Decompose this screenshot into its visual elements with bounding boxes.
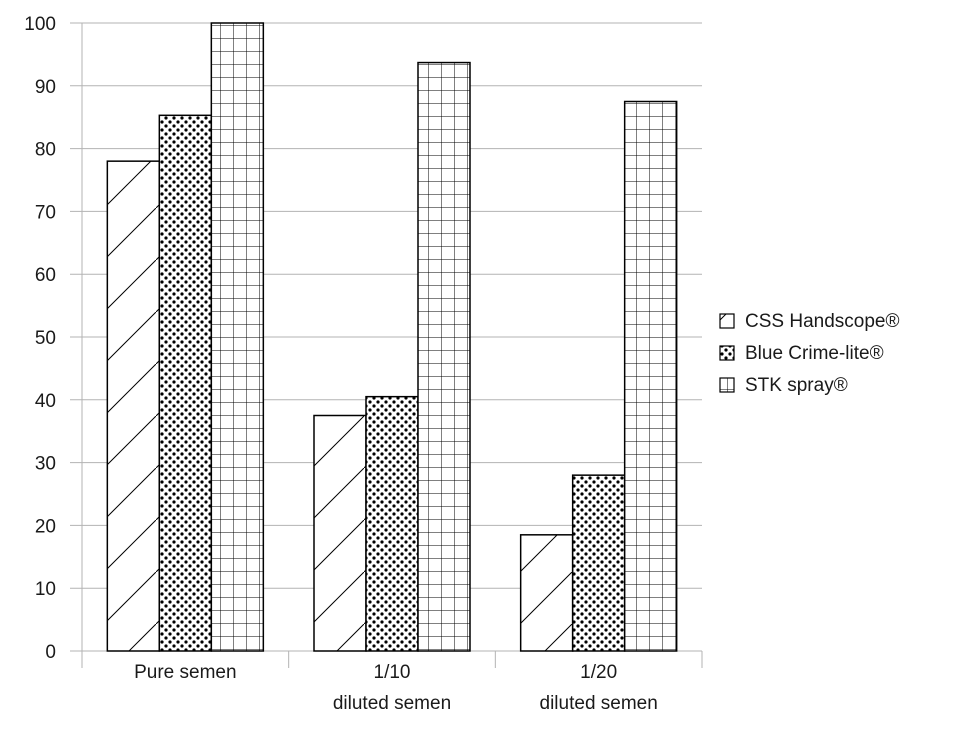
bars — [106, 22, 678, 652]
axis-labels: 0 10 20 30 40 50 60 70 80 90 100 Pure semen 1/10 dilu… — [24, 14, 658, 714]
y-tick-label: 10 — [35, 579, 56, 600]
bar-dots — [365, 395, 419, 652]
legend-swatch-dots — [719, 345, 735, 361]
y-tick-label: 100 — [24, 14, 56, 35]
y-tick-label: 90 — [35, 77, 56, 98]
y-tick-label: 60 — [35, 265, 56, 286]
y-tick-label: 70 — [35, 202, 56, 223]
x-category-label: 1/20 — [580, 662, 617, 683]
bar-dots — [571, 474, 626, 652]
legend-label: CSS Handscope® — [745, 311, 899, 332]
legend-label: STK spray® — [745, 375, 848, 396]
y-tick-label: 20 — [35, 516, 56, 537]
bar-dots — [158, 114, 213, 652]
legend-swatch-grid — [719, 377, 735, 393]
bar-diagonal-hatch — [106, 160, 161, 652]
legend: CSS Handscope® Blue Crime-lite® STK spray® — [719, 311, 899, 396]
x-category-label: Pure semen — [134, 662, 236, 683]
legend-label: Blue Crime-lite® — [745, 343, 884, 364]
x-category-label: diluted semen — [333, 693, 451, 714]
x-category-label: diluted semen — [540, 693, 658, 714]
y-tick-label: 0 — [45, 642, 56, 663]
x-category-label: 1/10 — [374, 662, 411, 683]
bar-grid — [210, 22, 265, 652]
y-tick-label: 40 — [35, 391, 56, 412]
legend-swatch-diagonal-hatch — [719, 313, 735, 329]
bar-grid — [623, 100, 678, 652]
y-tick-label: 30 — [35, 454, 56, 475]
bar-diagonal-hatch — [313, 414, 367, 652]
bar-diagonal-hatch — [519, 534, 574, 652]
y-tick-label: 80 — [35, 140, 56, 161]
y-tick-label: 50 — [35, 328, 56, 349]
bar-grid — [417, 61, 471, 652]
